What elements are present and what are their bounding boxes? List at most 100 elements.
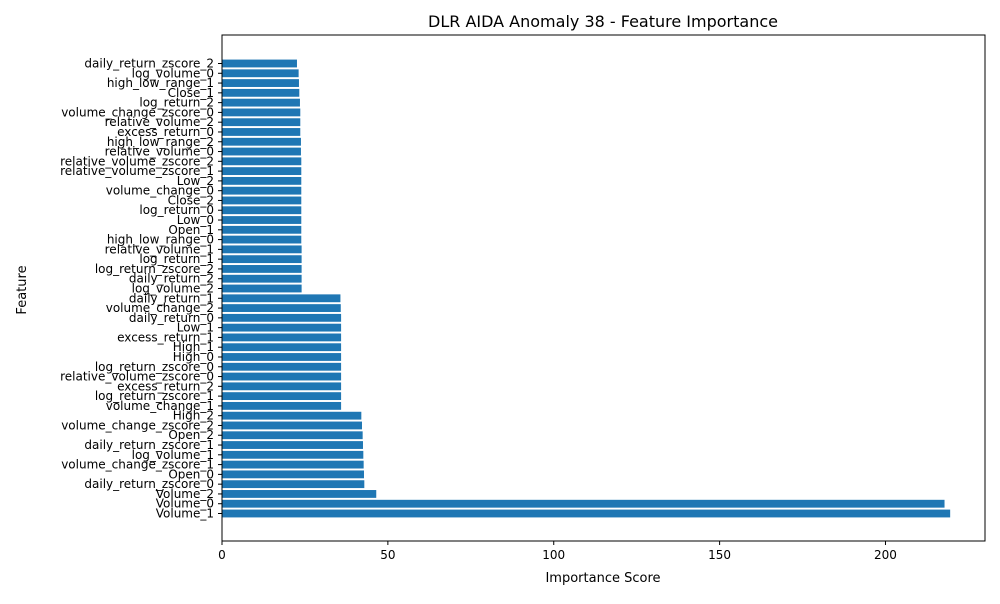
bar-high_low_range_1 xyxy=(222,79,299,87)
y-tick-label: volume_change_0 xyxy=(106,184,214,198)
y-tick-label: daily_return_zscore_2 xyxy=(84,56,214,70)
y-tick-label: volume_change_zscore_0 xyxy=(61,105,214,119)
y-tick-label: log_volume_0 xyxy=(132,66,214,80)
y-tick-label: High_0 xyxy=(173,350,214,364)
bar-log_return_0 xyxy=(222,206,302,215)
bar-Low_1 xyxy=(222,323,342,332)
bar-volume_change_zscore_2 xyxy=(222,421,362,430)
bar-daily_return_zscore_1 xyxy=(222,441,363,449)
bar-daily_return_2 xyxy=(222,274,302,283)
bar-daily_return_0 xyxy=(222,313,342,322)
bar-Open_0 xyxy=(222,470,364,479)
y-tick-label: Low_0 xyxy=(177,213,214,227)
y-tick-label: Close_2 xyxy=(168,193,214,207)
y-tick-label: daily_return_1 xyxy=(129,291,214,305)
y-tick-label: log_return_2 xyxy=(139,96,214,110)
y-tick-label: log_return_zscore_1 xyxy=(95,389,214,403)
y-tick-label: daily_return_2 xyxy=(129,272,214,286)
x-tick-label: 200 xyxy=(874,548,897,562)
bar-Open_1 xyxy=(222,225,302,234)
bar-relative_volume_0 xyxy=(222,147,301,156)
x-tick-label: 100 xyxy=(542,548,565,562)
bar-volume_change_1 xyxy=(222,401,342,410)
y-ticks-layer: Volume_1Volume_0Volume_2daily_return_zsc… xyxy=(60,56,222,521)
bar-log_return_zscore_0 xyxy=(222,362,342,371)
bar-High_2 xyxy=(222,411,362,420)
y-tick-label: relative_volume_zscore_2 xyxy=(60,154,214,168)
bar-relative_volume_zscore_1 xyxy=(222,167,302,176)
bar-Volume_0 xyxy=(222,499,945,508)
x-tick-label: 150 xyxy=(708,548,731,562)
y-tick-label: high_low_range_0 xyxy=(107,233,214,247)
y-tick-label: relative_volume_0 xyxy=(105,145,214,159)
bar-log_return_2 xyxy=(222,98,300,107)
bar-volume_change_zscore_0 xyxy=(222,108,301,117)
bar-log_volume_1 xyxy=(222,450,364,459)
y-tick-label: Volume_1 xyxy=(156,507,214,521)
y-tick-label: log_return_zscore_0 xyxy=(95,360,214,374)
y-tick-label: log_return_zscore_2 xyxy=(95,262,214,276)
bar-relative_volume_2 xyxy=(222,118,301,127)
bar-High_1 xyxy=(222,343,342,352)
bar-daily_return_zscore_0 xyxy=(222,480,365,489)
y-tick-label: excess_return_2 xyxy=(117,379,214,393)
x-tick-label: 50 xyxy=(380,548,395,562)
bar-high_low_range_2 xyxy=(222,137,301,146)
y-tick-label: Volume_0 xyxy=(156,497,214,511)
x-axis-label: Importance Score xyxy=(545,571,660,586)
y-tick-label: high_low_range_1 xyxy=(107,76,214,90)
bar-Low_0 xyxy=(222,216,302,224)
y-tick-label: relative_volume_2 xyxy=(105,115,214,129)
y-tick-label: relative_volume_zscore_1 xyxy=(60,164,214,178)
y-tick-label: Open_2 xyxy=(168,428,214,442)
bar-Low_2 xyxy=(222,176,302,185)
y-tick-label: Open_0 xyxy=(168,467,214,481)
x-tick-label: 0 xyxy=(218,548,226,562)
bar-Open_2 xyxy=(222,431,363,440)
bar-log_return_zscore_2 xyxy=(222,265,302,273)
bar-high_low_range_0 xyxy=(222,235,302,244)
y-tick-label: log_volume_2 xyxy=(132,282,214,296)
bar-volume_change_zscore_1 xyxy=(222,460,364,469)
y-tick-label: relative_volume_1 xyxy=(105,242,214,256)
y-tick-label: daily_return_zscore_1 xyxy=(84,438,214,452)
bar-daily_return_zscore_2 xyxy=(222,59,297,68)
bar-Volume_1 xyxy=(222,509,951,518)
y-tick-label: daily_return_0 xyxy=(129,311,214,325)
bar-High_0 xyxy=(222,353,342,361)
y-tick-label: volume_change_zscore_2 xyxy=(61,418,214,432)
y-tick-label: volume_change_1 xyxy=(106,399,214,413)
y-tick-label: high_low_range_2 xyxy=(107,135,214,149)
y-tick-label: log_return_1 xyxy=(139,252,214,266)
bar-excess_return_0 xyxy=(222,128,301,136)
plot-frame xyxy=(221,34,986,542)
bar-daily_return_1 xyxy=(222,294,341,303)
y-tick-label: log_return_0 xyxy=(139,203,214,217)
x-ticks-layer: 0 50 100 150 200 xyxy=(218,541,897,562)
bar-relative_volume_zscore_0 xyxy=(222,372,342,381)
bar-log_volume_2 xyxy=(222,284,302,293)
bar-log_return_zscore_1 xyxy=(222,392,342,401)
bar-volume_change_2 xyxy=(222,304,341,312)
y-axis-label: Feature xyxy=(15,265,30,314)
y-tick-label: excess_return_0 xyxy=(117,125,214,139)
y-tick-label: Volume_2 xyxy=(156,487,214,501)
y-tick-label: excess_return_1 xyxy=(117,330,214,344)
bars-layer xyxy=(222,59,951,518)
bar-Close_1 xyxy=(222,88,300,97)
bar-log_return_1 xyxy=(222,255,302,264)
bar-volume_change_0 xyxy=(222,186,302,195)
y-tick-label: Open_1 xyxy=(168,223,214,237)
y-tick-label: log_volume_1 xyxy=(132,448,214,462)
y-tick-label: Close_1 xyxy=(168,86,214,100)
y-tick-label: High_1 xyxy=(173,340,214,354)
y-tick-label: volume_change_zscore_1 xyxy=(61,458,214,472)
y-tick-label: daily_return_zscore_0 xyxy=(84,477,214,491)
bar-excess_return_2 xyxy=(222,382,342,391)
bar-relative_volume_1 xyxy=(222,245,302,254)
bar-Close_2 xyxy=(222,196,302,205)
y-tick-label: volume_change_2 xyxy=(106,301,214,315)
bar-Volume_2 xyxy=(222,490,377,498)
